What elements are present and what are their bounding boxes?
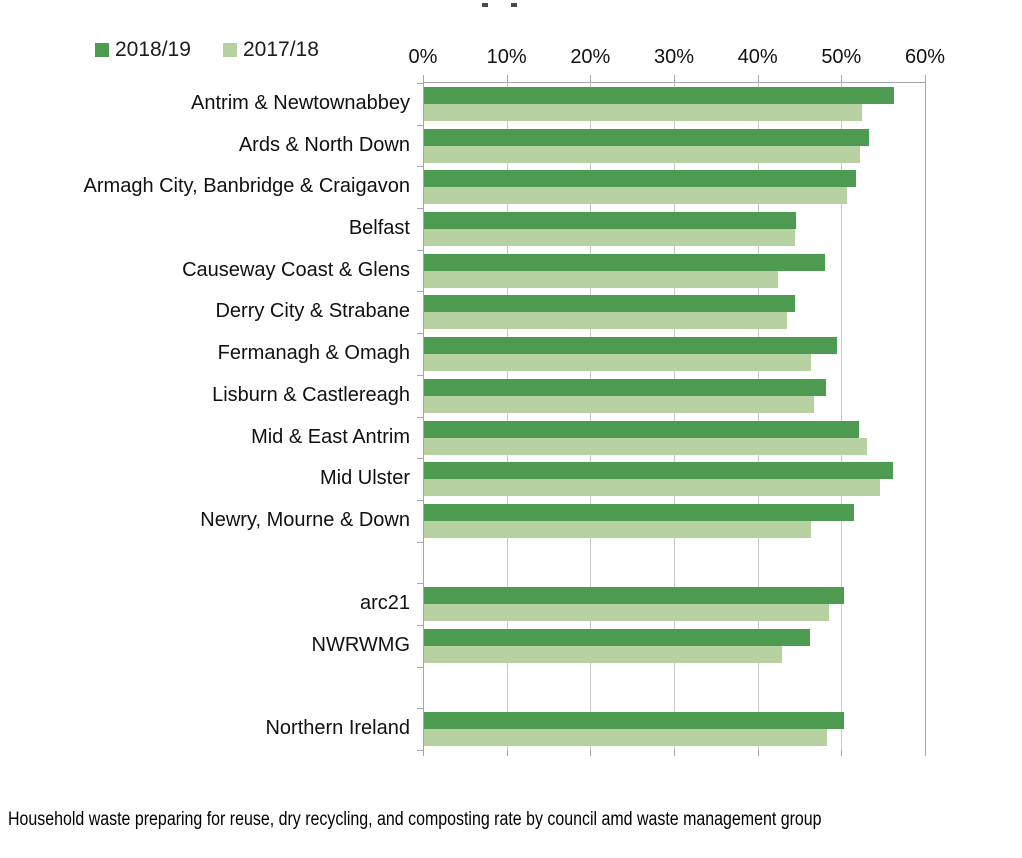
x-axis-tick [506, 75, 508, 83]
x-axis-tick-label: 30% [653, 46, 695, 68]
gridline-60-percent [925, 83, 926, 750]
y-axis-tick [417, 291, 423, 293]
y-axis-tick [417, 124, 423, 126]
category-label: Belfast [348, 217, 410, 240]
gridline-20-percent [590, 83, 592, 750]
bar-2017-18-row-9 [424, 479, 880, 497]
y-axis-tick [417, 583, 423, 585]
x-axis-bottom-tick [925, 750, 926, 756]
bar-2017-18-row-1 [424, 145, 860, 163]
bar-2018-19-row-15 [424, 712, 844, 730]
y-axis-line [423, 83, 424, 750]
bar-2018-19-row-2 [424, 170, 856, 188]
y-axis-tick [417, 166, 423, 168]
category-label: Antrim & Newtownabbey [191, 92, 410, 114]
x-axis-bottom-tick [423, 750, 424, 756]
y-axis-tick [417, 458, 423, 460]
category-label: Newry, Mourne & Down [200, 508, 410, 531]
x-axis-tick-label: 50% [821, 46, 862, 68]
bar-2018-19-row-3 [424, 212, 797, 230]
x-axis-tick-label: 60% [904, 46, 946, 68]
clipped-title-fragment [511, 3, 517, 7]
gridline-30-percent [674, 83, 675, 750]
y-axis-tick [417, 249, 423, 251]
category-label: Causeway Coast & Glens [182, 258, 410, 281]
bar-2018-19-row-9 [424, 462, 893, 480]
y-axis-tick [417, 374, 423, 376]
category-label: arc21 [359, 592, 410, 615]
chart-caption: Household waste preparing for reuse, dry… [8, 809, 822, 830]
bar-2017-18-row-12 [424, 604, 829, 622]
bar-2017-18-row-0 [424, 104, 863, 121]
y-axis-tick [417, 83, 423, 84]
bar-2018-19-row-0 [424, 87, 895, 104]
bar-2017-18-row-13 [424, 645, 783, 663]
x-axis-tick-label: 10% [486, 46, 527, 68]
category-label: NWRWMG [311, 633, 411, 656]
y-axis-tick [417, 624, 423, 626]
gridline-10-percent [506, 83, 508, 750]
clipped-title-fragment [482, 3, 488, 7]
category-label: Derry City & Strabane [215, 300, 410, 323]
y-axis-tick [417, 666, 423, 668]
x-axis-tick-label: 0% [408, 46, 438, 68]
x-axis-bottom-tick [757, 750, 759, 756]
category-label: Northern Ireland [265, 717, 410, 740]
x-axis-tick-label: 20% [570, 46, 611, 68]
bar-2017-18-row-2 [424, 187, 847, 205]
bar-2018-19-row-4 [424, 253, 825, 271]
bar-2018-19-row-13 [424, 628, 810, 646]
bar-2017-18-row-7 [424, 395, 814, 413]
bar-2018-19-row-5 [424, 295, 796, 313]
bar-2017-18-row-5 [424, 312, 788, 330]
x-axis-tick [757, 75, 759, 83]
category-label: Mid & East Antrim [251, 425, 410, 448]
y-axis-tick [417, 208, 423, 210]
category-label: Lisburn & Castlereagh [212, 383, 410, 406]
x-axis-bottom-tick [590, 750, 592, 756]
legend-item-2018-19: 2018/19 [95, 38, 191, 62]
legend-item-2017-18: 2017/18 [223, 38, 319, 62]
x-axis-bottom-tick [674, 750, 675, 756]
bar-2018-19-row-12 [424, 587, 844, 605]
category-label: Fermanagh & Omagh [217, 342, 410, 365]
y-axis-tick [417, 333, 423, 335]
bar-2017-18-row-4 [424, 270, 778, 288]
y-axis-tick [417, 499, 423, 501]
bar-2017-18-row-10 [424, 520, 811, 538]
gridline-50-percent [841, 83, 843, 750]
bar-2018-19-row-1 [424, 128, 870, 146]
y-axis-tick [417, 750, 423, 751]
bar-2018-19-row-10 [424, 503, 855, 521]
bar-2018-19-row-8 [424, 420, 860, 438]
bar-2017-18-row-3 [424, 229, 796, 247]
x-axis-tick [841, 75, 843, 83]
legend-label: 2018/19 [115, 38, 191, 61]
bar-2017-18-row-8 [424, 437, 867, 455]
y-axis-tick [417, 416, 423, 418]
bar-2018-19-row-7 [424, 378, 827, 396]
x-axis-tick [590, 75, 592, 83]
legend-label: 2017/18 [243, 38, 319, 61]
bar-2018-19-row-6 [424, 337, 838, 355]
y-axis-tick [417, 708, 423, 710]
category-label: Armagh City, Banbridge & Craigavon [83, 175, 410, 198]
gridline-40-percent [757, 83, 759, 750]
y-axis-tick [417, 541, 423, 543]
legend-swatch-2017-18 [223, 43, 237, 57]
bar-2017-18-row-6 [424, 354, 812, 372]
category-label: Mid Ulster [319, 467, 410, 490]
x-axis-tick [925, 75, 926, 83]
x-axis-bottom-tick [506, 750, 508, 756]
x-axis-bottom-tick [841, 750, 843, 756]
legend-swatch-2018-19 [95, 43, 109, 57]
category-label: Ards & North Down [238, 133, 410, 156]
x-axis-tick [674, 75, 675, 83]
x-axis-tick-label: 40% [737, 46, 778, 68]
bar-2017-18-row-15 [424, 729, 828, 747]
x-axis-tick [423, 75, 424, 83]
